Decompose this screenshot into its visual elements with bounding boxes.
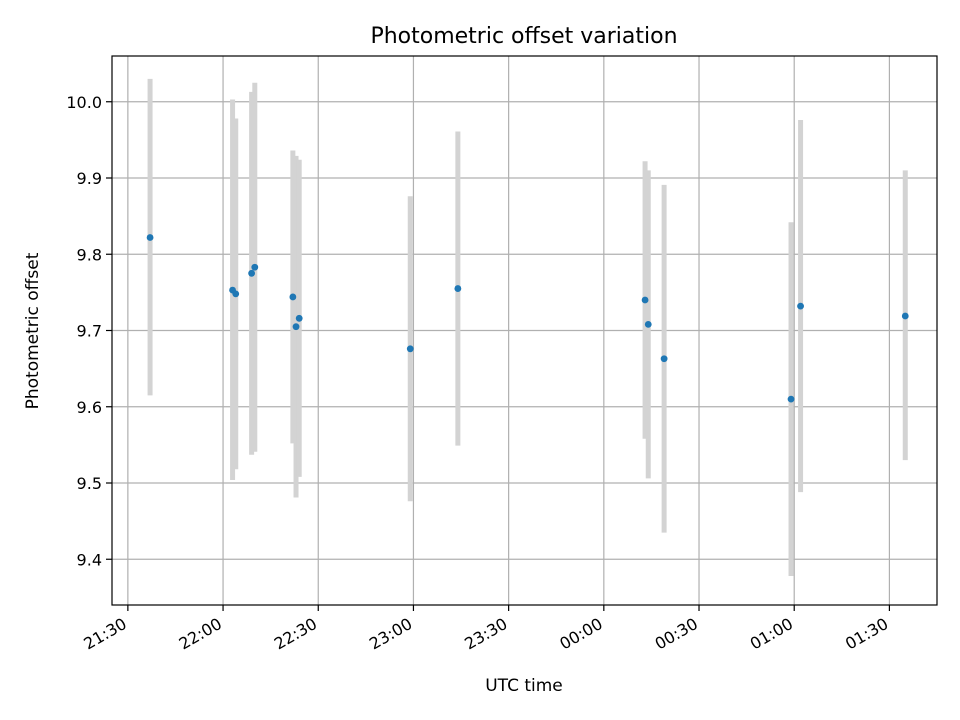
chart-title: Photometric offset variation <box>370 24 677 49</box>
data-point <box>797 302 804 310</box>
data-point <box>660 355 668 363</box>
x-tick-label: 00:30 <box>652 614 701 654</box>
y-tick-label: 9.8 <box>77 245 102 264</box>
x-tick-label: 23:30 <box>461 614 510 654</box>
x-tick-label: 01:30 <box>842 614 891 654</box>
data-point <box>454 285 462 292</box>
x-tick-label: 22:00 <box>176 614 225 654</box>
data-point <box>787 395 795 403</box>
data-point <box>251 263 259 271</box>
data-point <box>644 321 652 328</box>
y-tick-label: 9.6 <box>77 398 102 417</box>
x-axis-label: UTC time <box>485 676 563 696</box>
data-point <box>146 234 154 241</box>
y-tick-label: 9.5 <box>77 474 102 493</box>
x-tick-label: 01:00 <box>747 614 796 654</box>
y-tick-label: 10.0 <box>66 93 102 112</box>
y-tick-label: 9.4 <box>77 550 102 569</box>
errorbar-layer <box>147 78 908 577</box>
data-point <box>406 345 414 353</box>
x-tick-label: 22:30 <box>271 614 320 654</box>
data-point <box>295 314 303 322</box>
data-point <box>248 269 256 277</box>
x-tick-label: 00:00 <box>556 614 605 654</box>
x-tick-layer: 21:30 22:00 22:30 23:00 23:30 00:00 00:30 01:00… <box>80 605 891 654</box>
data-point <box>901 312 909 320</box>
y-tick-layer: 9.4 9.5 9.6 9.7 9.8 9.9 10.0 <box>66 93 112 569</box>
y-axis-label: Photometric offset <box>23 252 43 409</box>
y-tick-label: 9.7 <box>77 322 102 341</box>
data-point <box>289 293 297 301</box>
data-point <box>292 323 300 331</box>
y-tick-label: 9.9 <box>77 169 102 188</box>
point-layer <box>146 234 909 403</box>
x-tick-label: 21:30 <box>80 614 129 654</box>
data-point <box>232 290 240 298</box>
x-tick-label: 23:00 <box>366 614 415 654</box>
data-point <box>641 296 649 304</box>
